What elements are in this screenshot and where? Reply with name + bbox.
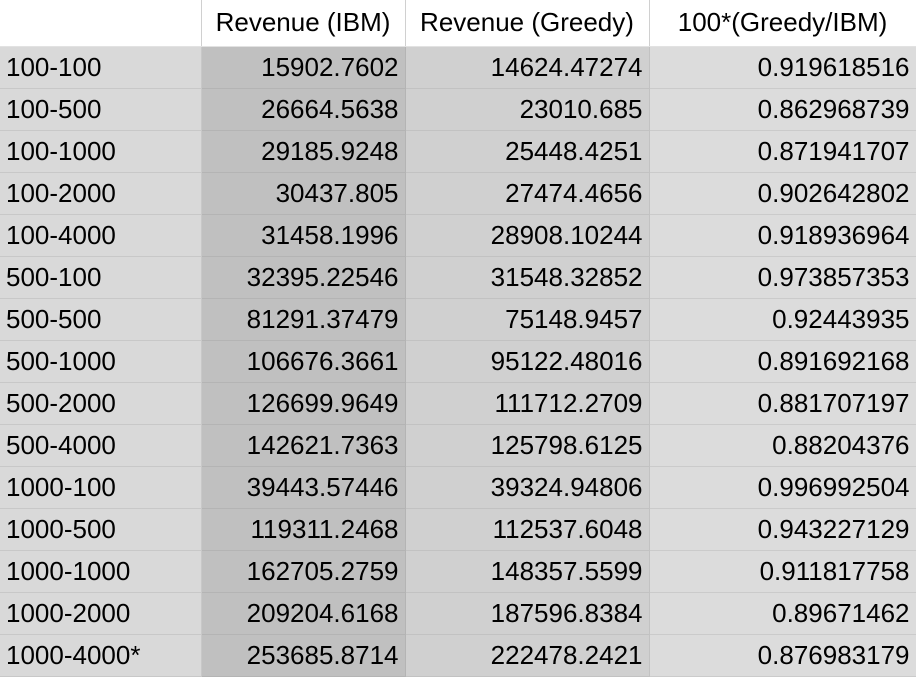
ratio-cell[interactable]: 0.876983179 bbox=[649, 634, 916, 677]
revenue-greedy-cell[interactable]: 25448.4251 bbox=[405, 130, 650, 173]
revenue-ibm-cell[interactable]: 26664.5638 bbox=[201, 88, 406, 131]
row-label-cell[interactable]: 1000-500 bbox=[0, 508, 202, 551]
row-label-cell[interactable]: 500-500 bbox=[0, 298, 202, 341]
revenue-ibm-cell[interactable]: 162705.2759 bbox=[201, 550, 406, 593]
table-row: 100-100 15902.7602 14624.47274 0.919618516 bbox=[0, 46, 916, 89]
revenue-greedy-cell[interactable]: 28908.10244 bbox=[405, 214, 650, 257]
row-label-cell[interactable]: 100-4000 bbox=[0, 214, 202, 257]
ratio-cell[interactable]: 0.881707197 bbox=[649, 382, 916, 425]
ratio-cell[interactable]: 0.919618516 bbox=[649, 46, 916, 89]
ratio-cell[interactable]: 0.902642802 bbox=[649, 172, 916, 215]
revenue-ibm-cell[interactable]: 29185.9248 bbox=[201, 130, 406, 173]
revenue-greedy-cell[interactable]: 222478.2421 bbox=[405, 634, 650, 677]
table-row: 1000-500 119311.2468 112537.6048 0.94322712… bbox=[0, 508, 916, 551]
revenue-ibm-cell[interactable]: 253685.8714 bbox=[201, 634, 406, 677]
revenue-ibm-cell[interactable]: 81291.37479 bbox=[201, 298, 406, 341]
revenue-ibm-cell[interactable]: 31458.1996 bbox=[201, 214, 406, 257]
row-label-cell[interactable]: 100-2000 bbox=[0, 172, 202, 215]
ratio-cell[interactable]: 0.891692168 bbox=[649, 340, 916, 383]
row-label-cell[interactable]: 100-1000 bbox=[0, 130, 202, 173]
revenue-ibm-cell[interactable]: 126699.9649 bbox=[201, 382, 406, 425]
header-cell-revenue-greedy[interactable]: Revenue (Greedy) bbox=[405, 0, 650, 47]
row-label-cell[interactable]: 1000-2000 bbox=[0, 592, 202, 635]
table-row: 500-2000 126699.9649 111712.2709 0.88170719… bbox=[0, 382, 916, 425]
revenue-ibm-cell[interactable]: 30437.805 bbox=[201, 172, 406, 215]
table-row: 100-2000 30437.805 27474.4656 0.902642802 bbox=[0, 172, 916, 215]
ratio-cell[interactable]: 0.996992504 bbox=[649, 466, 916, 509]
revenue-ibm-cell[interactable]: 119311.2468 bbox=[201, 508, 406, 551]
table-row: 1000-4000* 253685.8714 222478.2421 0.876983… bbox=[0, 634, 916, 677]
row-label-cell[interactable]: 100-500 bbox=[0, 88, 202, 131]
revenue-greedy-cell[interactable]: 39324.94806 bbox=[405, 466, 650, 509]
revenue-greedy-cell[interactable]: 23010.685 bbox=[405, 88, 650, 131]
table-row: 100-500 26664.5638 23010.685 0.862968739 bbox=[0, 88, 916, 131]
revenue-greedy-cell[interactable]: 112537.6048 bbox=[405, 508, 650, 551]
header-cell-ratio[interactable]: 100*(Greedy/IBM) bbox=[649, 0, 916, 47]
header-row: Revenue (IBM) Revenue (Greedy) 100*(Gree… bbox=[0, 0, 916, 47]
header-cell-label[interactable] bbox=[0, 0, 202, 47]
revenue-greedy-cell[interactable]: 31548.32852 bbox=[405, 256, 650, 299]
table-row: 100-4000 31458.1996 28908.10244 0.918936964 bbox=[0, 214, 916, 257]
row-label-cell[interactable]: 100-100 bbox=[0, 46, 202, 89]
table-row: 500-100 32395.22546 31548.32852 0.973857353 bbox=[0, 256, 916, 299]
ratio-cell[interactable]: 0.92443935 bbox=[649, 298, 916, 341]
revenue-greedy-cell[interactable]: 187596.8384 bbox=[405, 592, 650, 635]
revenue-greedy-cell[interactable]: 148357.5599 bbox=[405, 550, 650, 593]
table-row: 1000-1000 162705.2759 148357.5599 0.9118177… bbox=[0, 550, 916, 593]
revenue-greedy-cell[interactable]: 125798.6125 bbox=[405, 424, 650, 467]
ratio-cell[interactable]: 0.911817758 bbox=[649, 550, 916, 593]
row-label-cell[interactable]: 500-1000 bbox=[0, 340, 202, 383]
table-row: 500-1000 106676.3661 95122.48016 0.89169216… bbox=[0, 340, 916, 383]
revenue-greedy-cell[interactable]: 95122.48016 bbox=[405, 340, 650, 383]
revenue-greedy-cell[interactable]: 75148.9457 bbox=[405, 298, 650, 341]
ratio-cell[interactable]: 0.871941707 bbox=[649, 130, 916, 173]
table-row: 1000-100 39443.57446 39324.94806 0.99699250… bbox=[0, 466, 916, 509]
row-label-cell[interactable]: 1000-4000* bbox=[0, 634, 202, 677]
revenue-ibm-cell[interactable]: 32395.22546 bbox=[201, 256, 406, 299]
ratio-cell[interactable]: 0.88204376 bbox=[649, 424, 916, 467]
revenue-ibm-cell[interactable]: 142621.7363 bbox=[201, 424, 406, 467]
table-row: 100-1000 29185.9248 25448.4251 0.871941707 bbox=[0, 130, 916, 173]
revenue-ibm-cell[interactable]: 209204.6168 bbox=[201, 592, 406, 635]
revenue-ibm-cell[interactable]: 15902.7602 bbox=[201, 46, 406, 89]
revenue-greedy-cell[interactable]: 14624.47274 bbox=[405, 46, 650, 89]
ratio-cell[interactable]: 0.862968739 bbox=[649, 88, 916, 131]
revenue-greedy-cell[interactable]: 27474.4656 bbox=[405, 172, 650, 215]
table-row: 1000-2000 209204.6168 187596.8384 0.8967146… bbox=[0, 592, 916, 635]
revenue-ibm-cell[interactable]: 106676.3661 bbox=[201, 340, 406, 383]
row-label-cell[interactable]: 500-2000 bbox=[0, 382, 202, 425]
ratio-cell[interactable]: 0.973857353 bbox=[649, 256, 916, 299]
table-row: 500-500 81291.37479 75148.9457 0.92443935 bbox=[0, 298, 916, 341]
ratio-cell[interactable]: 0.943227129 bbox=[649, 508, 916, 551]
ratio-cell[interactable]: 0.918936964 bbox=[649, 214, 916, 257]
row-label-cell[interactable]: 1000-100 bbox=[0, 466, 202, 509]
header-cell-revenue-ibm[interactable]: Revenue (IBM) bbox=[201, 0, 406, 47]
row-label-cell[interactable]: 500-100 bbox=[0, 256, 202, 299]
revenue-greedy-cell[interactable]: 111712.2709 bbox=[405, 382, 650, 425]
row-label-cell[interactable]: 500-4000 bbox=[0, 424, 202, 467]
row-label-cell[interactable]: 1000-1000 bbox=[0, 550, 202, 593]
revenue-ibm-cell[interactable]: 39443.57446 bbox=[201, 466, 406, 509]
ratio-cell[interactable]: 0.89671462 bbox=[649, 592, 916, 635]
table-row: 500-4000 142621.7363 125798.6125 0.88204376 bbox=[0, 424, 916, 467]
